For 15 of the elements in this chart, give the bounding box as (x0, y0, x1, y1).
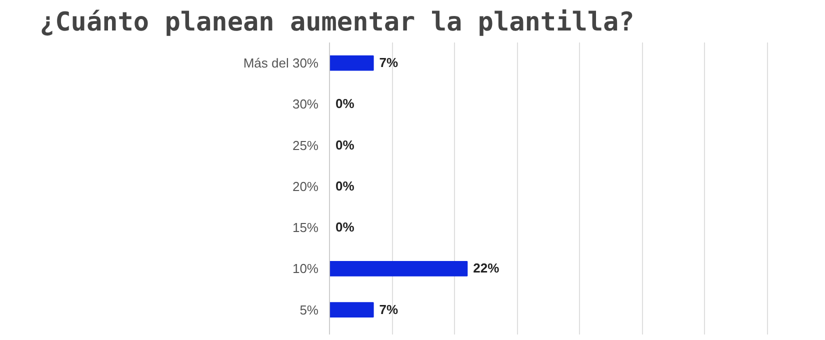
data-label: 0% (336, 220, 355, 235)
y-tick-label: 10% (292, 261, 319, 276)
data-label: 7% (379, 55, 399, 70)
y-tick-label: Más del 30% (243, 56, 319, 71)
data-label: 0% (336, 137, 355, 152)
chart-title: ¿Cuánto planean aumentar la plantilla? (40, 8, 634, 38)
y-tick-label: 30% (292, 96, 319, 112)
data-label: 22% (473, 260, 500, 276)
y-tick-label: 15% (292, 220, 319, 236)
data-label: 7% (379, 302, 399, 317)
y-tick-label: 5% (300, 302, 319, 318)
data-label: 0% (336, 96, 355, 112)
data-label: 0% (336, 178, 355, 194)
y-tick-label: 20% (292, 178, 319, 194)
y-tick-label: 25% (292, 138, 319, 153)
